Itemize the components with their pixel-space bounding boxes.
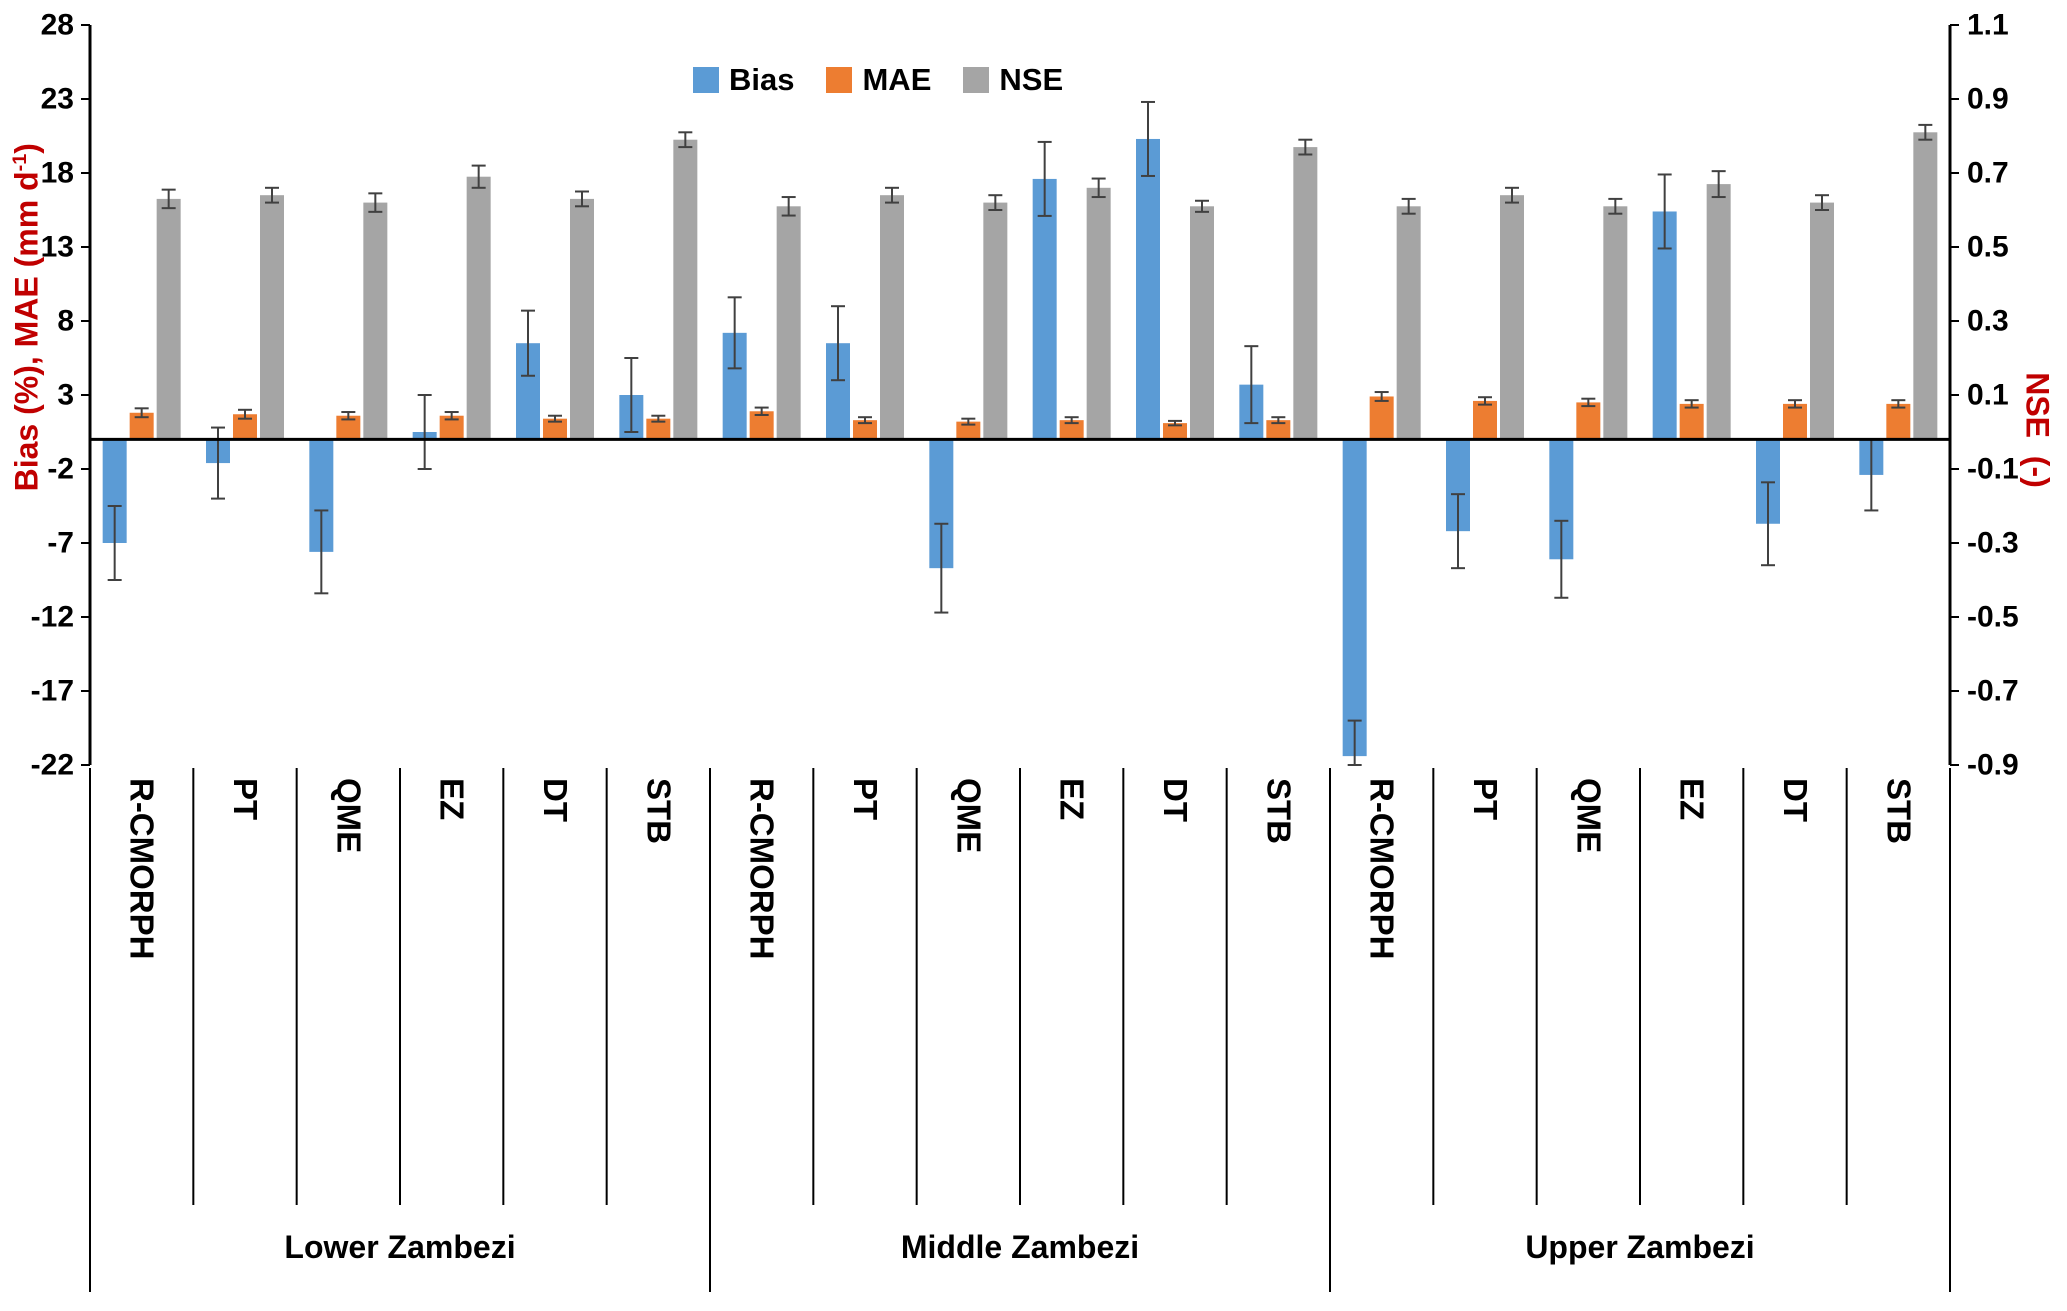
- nse-bar: [363, 202, 388, 440]
- left-axis-title-superscript: -1: [8, 153, 31, 172]
- nse-bar: [260, 195, 284, 440]
- category-label: PT: [227, 778, 264, 820]
- category-label: QME: [1570, 778, 1607, 853]
- category-label: QME: [950, 778, 987, 853]
- legend: Bias MAE NSE: [693, 62, 1063, 98]
- nse-bar: [1810, 202, 1834, 440]
- right-axis-tick-label: 0.3: [1967, 305, 2009, 338]
- left-axis-title: Bias (%), MAE (mm d-1): [0, 143, 83, 527]
- bias-bar: [1136, 138, 1160, 440]
- legend-item-nse: NSE: [963, 62, 1063, 98]
- left-axis-tick-label: 18: [41, 157, 74, 190]
- nse-bar: [673, 139, 698, 440]
- category-label: R-CMORPH: [124, 778, 161, 959]
- category-label: DT: [1157, 778, 1194, 822]
- right-axis-tick-label: 0.7: [1967, 157, 2009, 190]
- legend-swatch-bias: [693, 67, 719, 93]
- nse-bar: [983, 202, 1008, 440]
- legend-label: MAE: [862, 62, 932, 97]
- mae-bar: [543, 418, 567, 440]
- category-label: PT: [847, 778, 884, 820]
- mae-bar: [1576, 402, 1601, 440]
- bias-bar: [1342, 439, 1367, 757]
- group-label: Middle Zambezi: [901, 1229, 1139, 1265]
- left-axis-tick-label: 3: [57, 379, 74, 412]
- legend-item-mae: MAE: [826, 62, 931, 98]
- mae-bar: [956, 421, 981, 440]
- nse-bar: [1706, 184, 1731, 440]
- left-axis-tick-label: 28: [41, 9, 74, 42]
- mae-bar: [646, 418, 671, 440]
- left-axis-tick-label: 13: [41, 231, 74, 264]
- left-axis-tick-label: -7: [47, 527, 74, 560]
- mae-bar: [1163, 423, 1187, 440]
- category-label: EZ: [1054, 778, 1091, 820]
- category-label: R-CMORPH: [744, 778, 781, 959]
- mae-bar: [1886, 403, 1911, 440]
- category-label: EZ: [434, 778, 471, 820]
- legend-swatch-mae: [826, 67, 853, 93]
- nse-bar: [1396, 206, 1421, 440]
- nse-bar: [1086, 187, 1111, 440]
- right-axis-tick-label: -0.5: [1967, 601, 2019, 634]
- mae-bar: [336, 415, 361, 440]
- left-axis-tick-label: -12: [31, 601, 74, 634]
- category-label: QME: [330, 778, 367, 853]
- group-label: Upper Zambezi: [1525, 1229, 1754, 1265]
- left-axis-tick-label: -2: [47, 453, 74, 486]
- bias-bar: [1032, 178, 1057, 440]
- right-axis-title: NSE (-): [2019, 372, 2056, 488]
- category-label: EZ: [1674, 778, 1711, 820]
- legend-label: NSE: [999, 62, 1064, 97]
- nse-bar: [466, 176, 491, 440]
- mae-bar: [1369, 396, 1394, 440]
- group-label: Lower Zambezi: [284, 1229, 515, 1265]
- right-axis-tick-label: -0.9: [1967, 749, 2019, 782]
- right-axis-tick-label: 0.1: [1967, 379, 2009, 412]
- legend-label: Bias: [729, 62, 795, 97]
- right-axis-tick-label: -0.1: [1967, 453, 2019, 486]
- mae-bar: [1473, 400, 1497, 440]
- mae-bar: [1266, 420, 1291, 440]
- nse-bar: [570, 198, 594, 440]
- legend-item-bias: Bias: [693, 62, 794, 98]
- category-label: DT: [1777, 778, 1814, 822]
- nse-bar: [1603, 206, 1628, 440]
- category-label: STB: [1880, 778, 1917, 844]
- nse-bar: [776, 206, 801, 440]
- nse-bar: [1913, 132, 1938, 440]
- nse-bar: [1293, 147, 1318, 440]
- nse-bar: [880, 195, 904, 440]
- left-axis-tick-label: -17: [31, 675, 74, 708]
- category-label: R-CMORPH: [1364, 778, 1401, 959]
- left-axis-tick-label: 8: [57, 305, 74, 338]
- left-axis-title-close: ): [8, 143, 45, 154]
- right-axis-tick-label: 1.1: [1967, 9, 2009, 42]
- category-label: STB: [1260, 778, 1297, 844]
- mae-bar: [1059, 420, 1084, 440]
- right-axis-tick-label: -0.3: [1967, 527, 2019, 560]
- left-axis-tick-label: 23: [41, 83, 74, 116]
- mae-bar: [1783, 403, 1807, 440]
- category-label: DT: [537, 778, 574, 822]
- nse-bar: [1500, 195, 1524, 440]
- category-label: STB: [640, 778, 677, 844]
- right-axis-tick-label: 0.9: [1967, 83, 2009, 116]
- mae-bar: [853, 420, 877, 440]
- left-axis-title-text: Bias (%), MAE (mm d: [8, 171, 45, 492]
- left-axis-tick-label: -22: [31, 749, 74, 782]
- mae-bar: [1679, 403, 1704, 440]
- category-label: PT: [1467, 778, 1504, 820]
- legend-swatch-nse: [963, 67, 990, 93]
- right-axis-tick-label: 0.5: [1967, 231, 2009, 264]
- nse-bar: [1190, 206, 1214, 440]
- mae-bar: [439, 415, 464, 440]
- right-axis-tick-label: -0.7: [1967, 675, 2019, 708]
- nse-bar: [156, 198, 181, 440]
